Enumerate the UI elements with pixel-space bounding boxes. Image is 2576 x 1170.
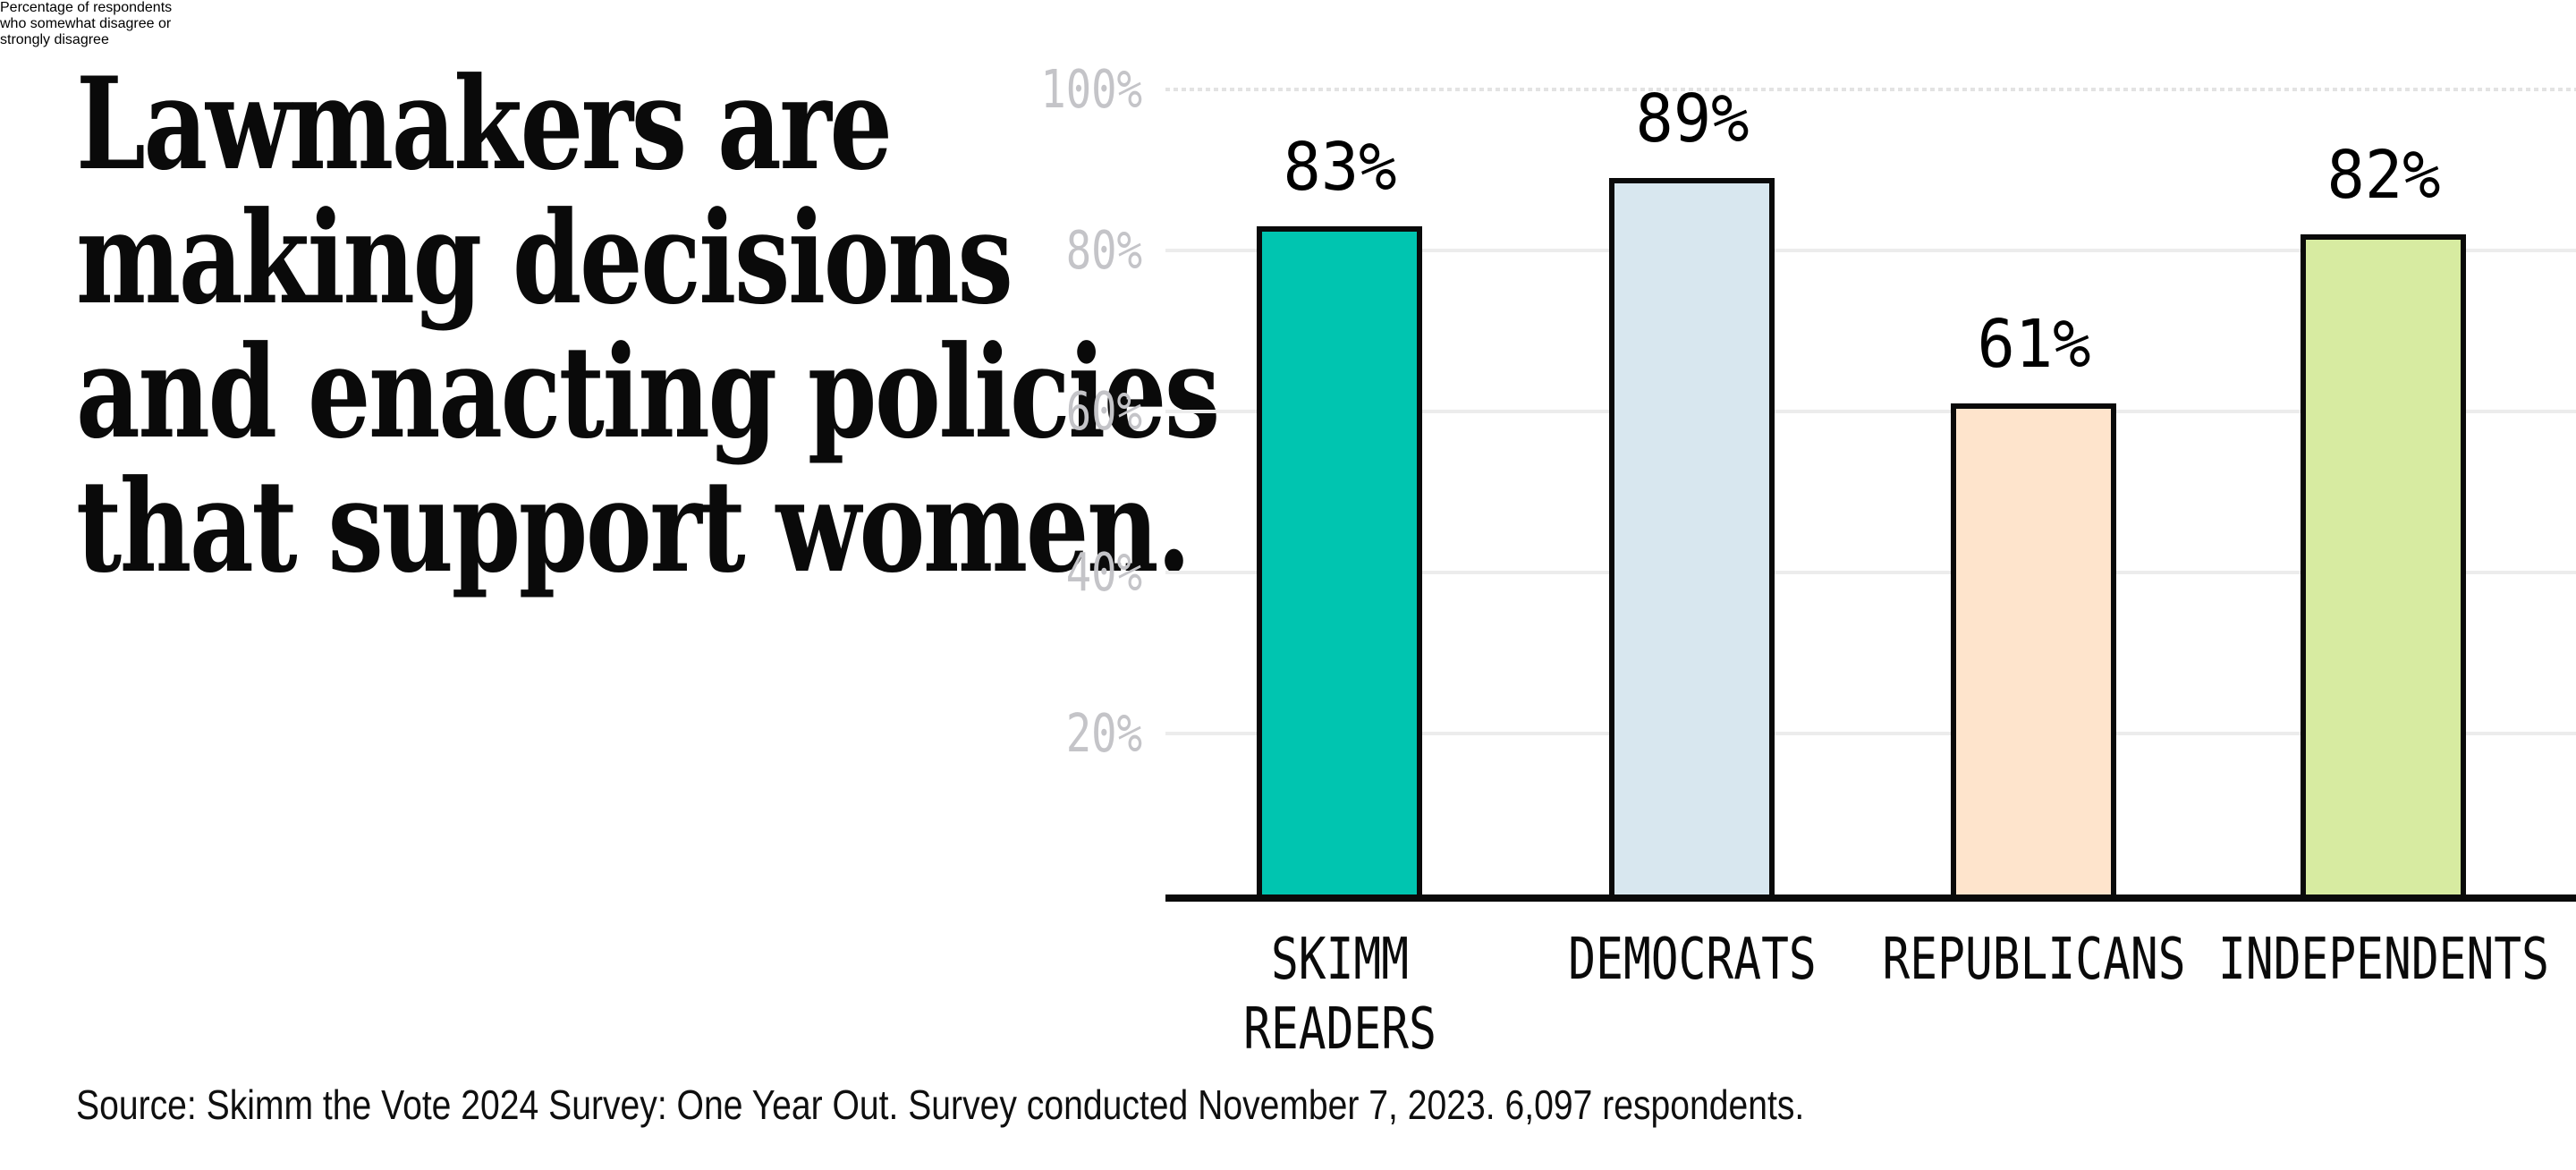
bar-democrats bbox=[1609, 178, 1775, 894]
bar-independents bbox=[2301, 234, 2466, 894]
chart-title: Lawmakers are making decisions and enact… bbox=[76, 50, 1220, 601]
x-axis-label-line: READERS bbox=[1242, 996, 1436, 1063]
x-axis-label-line: DEMOCRATS bbox=[1567, 927, 1817, 993]
bar-republicans bbox=[1951, 403, 2116, 894]
chart-subtitle-line-1: Percentage of respondents bbox=[0, 0, 173, 15]
value-label-democrats: 89% bbox=[1635, 81, 1749, 157]
x-axis-label-democrats: DEMOCRATS bbox=[1506, 925, 1878, 995]
x-axis-label-skimm-readers: SKIMM READERS bbox=[1154, 925, 1526, 1064]
source-note: Source: Skimm the Vote 2024 Survey: One … bbox=[76, 1081, 1805, 1128]
y-axis-tick-20: 20% bbox=[1065, 702, 1142, 764]
y-axis-tick-60: 60% bbox=[1065, 380, 1142, 442]
value-label-republicans: 61% bbox=[1977, 306, 2090, 383]
bar-skimm-readers bbox=[1257, 226, 1422, 894]
chart-subtitle-line-3: strongly disagree bbox=[0, 32, 109, 47]
gridline-20 bbox=[1165, 732, 2576, 735]
chart-subtitle-line-2: who somewhat disagree or bbox=[0, 16, 172, 31]
gridline-100 bbox=[1165, 88, 2576, 91]
chart-title-line-4: that support women. bbox=[76, 453, 1191, 601]
y-axis-tick-80: 80% bbox=[1065, 219, 1142, 281]
x-axis-label-line: SKIMM bbox=[1270, 927, 1409, 993]
bar-chart-plot-area: 83% 89% 61% 82% bbox=[1165, 83, 2576, 902]
y-axis-tick-100: 100% bbox=[1040, 58, 1142, 120]
x-axis-label-independents: INDEPENDENTS bbox=[2198, 925, 2570, 995]
x-axis-label-line: REPUBLICANS bbox=[1881, 927, 2186, 993]
value-label-skimm-readers: 83% bbox=[1283, 129, 1396, 206]
x-axis-label-republicans: REPUBLICANS bbox=[1848, 925, 2220, 995]
gridline-60 bbox=[1165, 410, 2576, 413]
chart-title-line-2: making decisions bbox=[76, 184, 1013, 333]
y-axis-tick-40: 40% bbox=[1065, 541, 1142, 603]
gridline-80 bbox=[1165, 249, 2576, 252]
chart-title-line-3: and enacting policies bbox=[76, 318, 1220, 467]
chart-title-line-1: Lawmakers are bbox=[76, 50, 893, 199]
gridline-40 bbox=[1165, 571, 2576, 574]
value-label-independents: 82% bbox=[2326, 137, 2440, 214]
x-axis-label-line: INDEPENDENTS bbox=[2217, 927, 2549, 993]
